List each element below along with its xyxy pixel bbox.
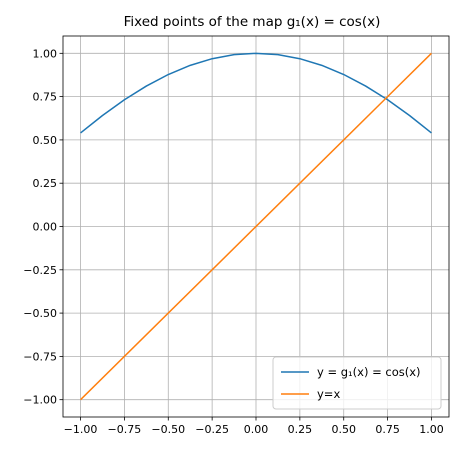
series-line-1: [80, 52, 432, 401]
y-tick-label: 0.00: [33, 221, 58, 234]
y-tick-label: 1.00: [33, 47, 58, 60]
y-axis-ticks: −1.00 −0.75 −0.50 −0.25 0.00 0.25 0.50 0.75 1.00: [23, 47, 63, 407]
x-tick-label: −0.75: [108, 423, 142, 436]
x-tick-label: 0.75: [375, 423, 400, 436]
y-tick-label: 0.25: [33, 177, 58, 190]
x-tick-label: −1.00: [64, 423, 98, 436]
chart-title: Fixed points of the map g₁(x) = cos(x): [124, 14, 381, 30]
x-tick-label: −0.50: [151, 423, 185, 436]
legend-label-0: y = g₁(x) = cos(x): [317, 365, 421, 379]
y-tick-label: 0.75: [33, 91, 58, 104]
x-tick-label: 1.00: [419, 423, 444, 436]
legend: y = g₁(x) = cos(x) y=x: [272, 356, 442, 410]
series-line-0: [80, 52, 432, 134]
y-tick-label: −0.50: [23, 307, 57, 320]
y-tick-label: −1.00: [23, 394, 57, 407]
y-tick-label: −0.75: [23, 350, 57, 363]
series-lines: [80, 52, 432, 401]
y-tick-label: 0.50: [33, 134, 58, 147]
y-tick-label: −0.25: [23, 264, 57, 277]
legend-box: [272, 356, 442, 410]
x-tick-label: −0.25: [195, 423, 229, 436]
x-tick-label: 0.25: [288, 423, 313, 436]
x-axis-ticks: −1.00 −0.75 −0.50 −0.25 0.00 0.25 0.50 0.75 1.00: [64, 417, 444, 436]
x-tick-label: 0.00: [244, 423, 269, 436]
x-tick-label: 0.50: [331, 423, 356, 436]
legend-label-1: y=x: [317, 387, 340, 401]
